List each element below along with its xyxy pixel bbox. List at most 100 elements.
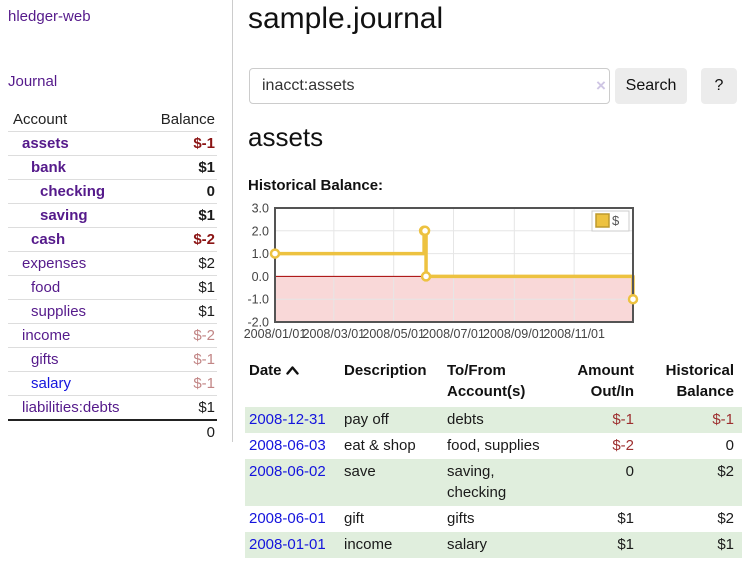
account-link[interactable]: bank [31, 159, 67, 176]
transaction-amount: $1 [617, 536, 634, 553]
accounts-column-header: To/From Account(s) [447, 362, 526, 400]
search-bar: × Search ? [249, 68, 742, 104]
transaction-accounts: gifts [447, 510, 475, 527]
accounts-total-row: 0 [8, 419, 217, 445]
transaction-amount: $1 [617, 510, 634, 527]
app-title-link[interactable]: hledger-web [8, 8, 91, 25]
register-header-row: Date Description To/From Account(s) Amou… [245, 360, 742, 407]
historical-balance-chart: $3.0 2.0 1.0 0.0 -1.0 -2.02008/01/012008/03/0… [244, 202, 639, 341]
account-row: checking 0 [8, 179, 217, 203]
register-table: Date Description To/From Account(s) Amou… [245, 360, 742, 558]
transaction-description: pay off [344, 411, 389, 428]
transaction-amount: $-1 [612, 411, 634, 428]
account-row: assets $-1 [8, 131, 217, 155]
transaction-date-link[interactable]: 2008-06-03 [249, 437, 326, 454]
account-balance: 0 [206, 183, 215, 200]
account-link[interactable]: food [31, 279, 61, 296]
account-row: expenses $2 [8, 251, 217, 275]
data-point [269, 248, 281, 259]
x-tick-label: 2008/03/01 [303, 327, 366, 341]
transaction-date-link[interactable]: 2008-01-01 [249, 536, 326, 553]
transaction-description: gift [344, 510, 365, 527]
data-point [627, 293, 639, 305]
transaction-row: 2008-06-03 eat & shop food, supplies $-2 0 [245, 433, 742, 459]
transaction-description: income [344, 536, 393, 553]
account-balance: $1 [198, 399, 215, 416]
account-link[interactable]: assets [22, 135, 69, 152]
legend-swatch [595, 213, 610, 228]
accounts-total-value: 0 [206, 424, 215, 441]
account-balance: $-1 [193, 375, 215, 392]
account-link[interactable]: expenses [22, 255, 87, 272]
accounts-balance-table: Account Balance assets $-1 bank $1 checking 0… [8, 108, 217, 445]
account-row: cash $-2 [8, 227, 217, 251]
account-row: salary $-1 [8, 371, 217, 395]
amount-column-header: Amount Out/In [577, 362, 634, 400]
account-balance: $1 [198, 279, 215, 296]
x-tick-label: 2008/11/01 [543, 327, 605, 341]
transaction-balance: $2 [717, 463, 734, 480]
transaction-date-link[interactable]: 2008-12-31 [249, 411, 326, 428]
y-tick-label: 0.0 [252, 270, 269, 284]
account-row: food $1 [8, 275, 217, 299]
help-button[interactable]: ? [701, 68, 737, 104]
search-button[interactable]: Search [615, 68, 687, 104]
chart-title: Historical Balance: [248, 177, 384, 194]
account-link[interactable]: saving [40, 207, 88, 224]
accounts-table-header: Account Balance [8, 108, 217, 131]
transaction-accounts: food, supplies [447, 437, 540, 454]
account-link[interactable]: checking [40, 183, 106, 200]
transaction-balance: 0 [725, 437, 734, 454]
transaction-balance: $-1 [712, 411, 734, 428]
account-row: saving $1 [8, 203, 217, 227]
account-balance: $-2 [193, 231, 215, 248]
transaction-row: 2008-06-01 gift gifts $1 $2 [245, 506, 742, 532]
account-balance: $2 [198, 255, 215, 272]
transaction-amount: 0 [625, 463, 634, 480]
account-row: supplies $1 [8, 299, 217, 323]
transaction-date-link[interactable]: 2008-06-02 [249, 463, 326, 480]
x-tick-label: 2008/01/01 [244, 327, 307, 341]
x-tick-label: 2008/05/01 [362, 327, 425, 341]
sidebar-divider [232, 0, 233, 442]
data-point [420, 271, 432, 282]
y-tick-label: -1.0 [247, 293, 269, 307]
transaction-description: save [344, 463, 376, 480]
transaction-description: eat & shop [344, 437, 416, 454]
account-balance: $-1 [193, 351, 215, 368]
sort-ascending-icon [285, 361, 299, 382]
description-column-header: Description [344, 362, 427, 379]
y-tick-label: 1.0 [252, 247, 269, 261]
transaction-amount: $-2 [612, 437, 634, 454]
account-link[interactable]: supplies [31, 303, 87, 320]
transaction-balance: $1 [717, 536, 734, 553]
account-heading: assets [248, 122, 324, 152]
account-link[interactable]: salary [31, 375, 72, 392]
y-tick-label: 2.0 [252, 224, 269, 238]
account-link[interactable]: cash [31, 231, 66, 248]
clear-search-icon[interactable]: × [596, 76, 606, 95]
account-balance: $1 [198, 159, 215, 176]
transaction-accounts: saving, checking [447, 463, 507, 501]
y-tick-label: 3.0 [252, 202, 269, 216]
account-row: bank $1 [8, 155, 217, 179]
account-row: liabilities:debts $1 [8, 395, 217, 419]
transaction-row: 2008-06-02 save saving, checking 0 $2 [245, 459, 742, 506]
account-balance: $1 [198, 303, 215, 320]
account-link[interactable]: liabilities:debts [22, 399, 120, 416]
transaction-date-link[interactable]: 2008-06-01 [249, 510, 326, 527]
transaction-accounts: debts [447, 411, 484, 428]
account-balance: $1 [198, 207, 215, 224]
page-title: sample.journal [248, 2, 444, 35]
legend-label: $ [612, 213, 620, 228]
account-row: income $-2 [8, 323, 217, 347]
account-column-header: Account [13, 111, 68, 128]
transaction-row: 2008-12-31 pay off debts $-1 $-1 [245, 407, 742, 433]
sidebar-item-journal[interactable]: Journal [8, 73, 58, 90]
account-row: gifts $-1 [8, 347, 217, 371]
account-link[interactable]: gifts [31, 351, 59, 368]
date-column-header[interactable]: Date [245, 360, 344, 387]
account-link[interactable]: income [22, 327, 71, 344]
search-input[interactable] [249, 68, 610, 104]
